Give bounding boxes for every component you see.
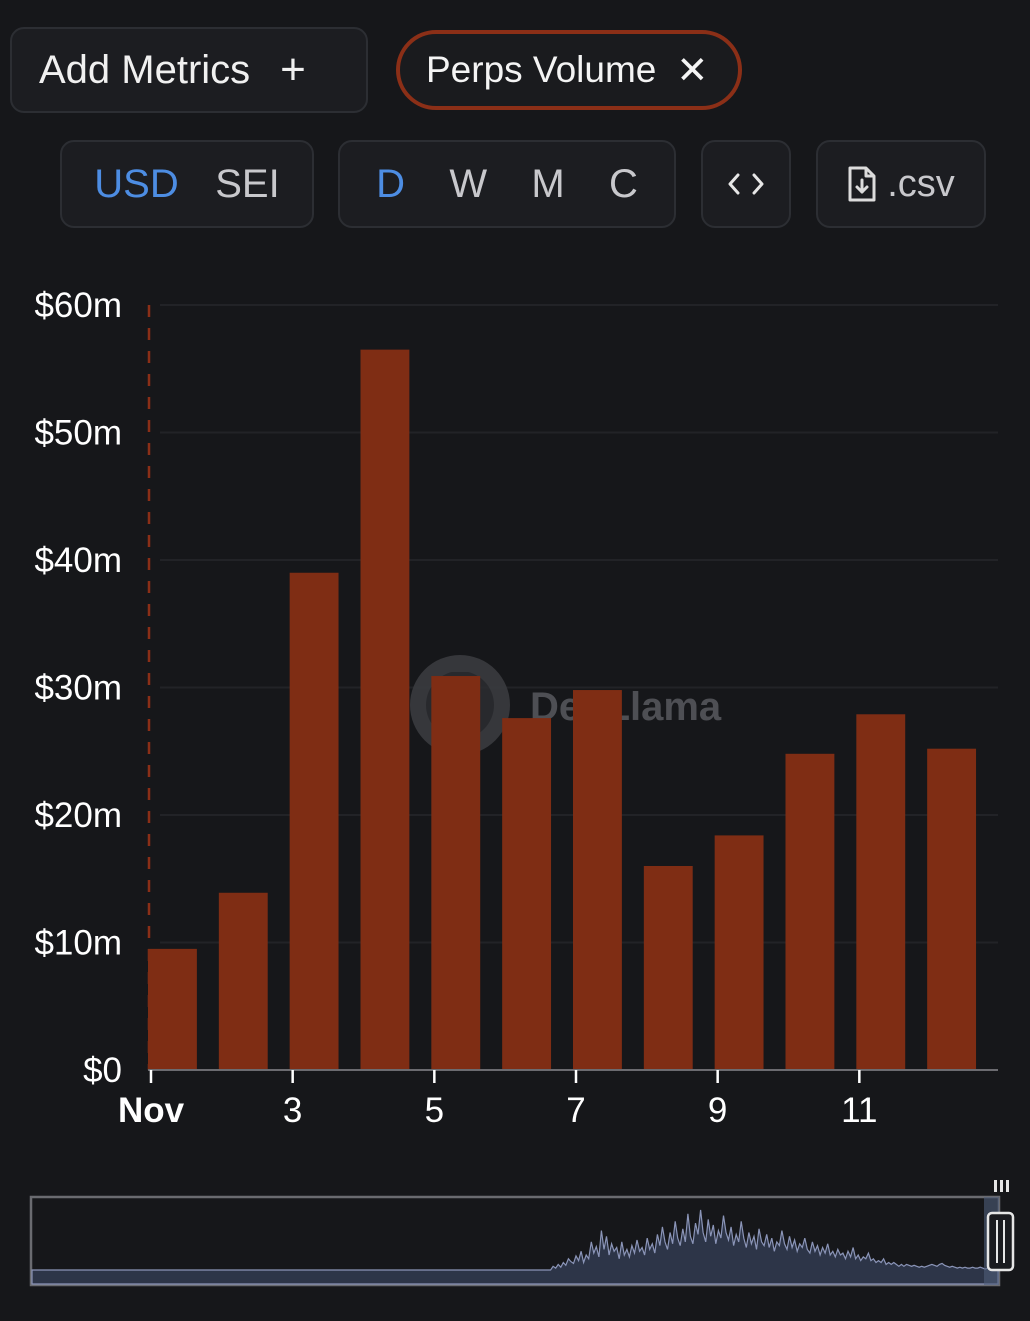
currency-option-sei[interactable]: SEI [215, 161, 280, 206]
bar-7[interactable] [573, 690, 622, 1070]
close-icon[interactable]: ✕ [676, 49, 709, 92]
metric-pill-label: Perps Volume [426, 49, 657, 90]
period-option-cumulative[interactable]: C [608, 161, 638, 206]
slider-handle[interactable] [986, 1180, 1015, 1272]
period-option-monthly[interactable]: M [531, 161, 565, 206]
x-tick-label: 7 [566, 1091, 585, 1130]
overview-sparkline [31, 1209, 999, 1285]
y-tick-label: $50m [34, 414, 122, 453]
x-tick-label: 3 [283, 1091, 302, 1130]
y-axis: $0 $10m $20m $30m $40m $50m $60m [34, 286, 122, 1090]
x-tick-label: Nov [118, 1091, 185, 1130]
x-tick-label: 9 [708, 1091, 727, 1130]
bar-8[interactable] [643, 866, 693, 1070]
y-tick-label: $10m [34, 924, 122, 963]
period-option-daily[interactable]: D [376, 161, 406, 206]
embed-button[interactable] [701, 140, 791, 228]
period-option-weekly[interactable]: W [449, 161, 488, 206]
bars [148, 349, 977, 1070]
y-tick-label: $60m [34, 286, 122, 325]
currency-option-usd[interactable]: USD [94, 161, 179, 206]
metric-pill-perps-volume[interactable]: Perps Volume ✕ [396, 30, 742, 110]
bar-2[interactable] [218, 892, 268, 1070]
plus-icon: + [280, 45, 306, 94]
x-axis: Nov 3 5 7 9 11 [118, 1070, 878, 1130]
bar-5[interactable] [431, 676, 481, 1070]
download-csv-button[interactable]: .csv [816, 140, 986, 228]
y-tick-label: $0 [83, 1051, 122, 1090]
code-icon [728, 173, 764, 195]
file-download-icon [848, 166, 876, 202]
csv-label: .csv [887, 162, 955, 205]
add-metrics-button[interactable]: Add Metrics + [10, 27, 368, 113]
data-zoom-slider[interactable] [29, 1180, 1015, 1287]
y-tick-label: $30m [34, 669, 122, 708]
bar-10[interactable] [785, 753, 835, 1070]
bar-4[interactable] [360, 349, 410, 1070]
bar-9[interactable] [714, 835, 764, 1070]
period-toggle: D W M C [338, 140, 676, 228]
y-tick-label: $40m [34, 541, 122, 580]
bar-1[interactable] [148, 948, 197, 1070]
y-tick-label: $20m [34, 796, 122, 835]
bar-11[interactable] [856, 714, 906, 1070]
bar-12[interactable] [927, 748, 977, 1070]
currency-toggle: USD SEI [60, 140, 314, 228]
bar-3[interactable] [289, 572, 339, 1070]
watermark-text: DefiLlama [530, 685, 722, 729]
x-tick-label: 11 [841, 1091, 877, 1130]
x-tick-label: 5 [425, 1091, 444, 1130]
add-metrics-label: Add Metrics [39, 47, 251, 92]
bar-6[interactable] [502, 718, 552, 1070]
